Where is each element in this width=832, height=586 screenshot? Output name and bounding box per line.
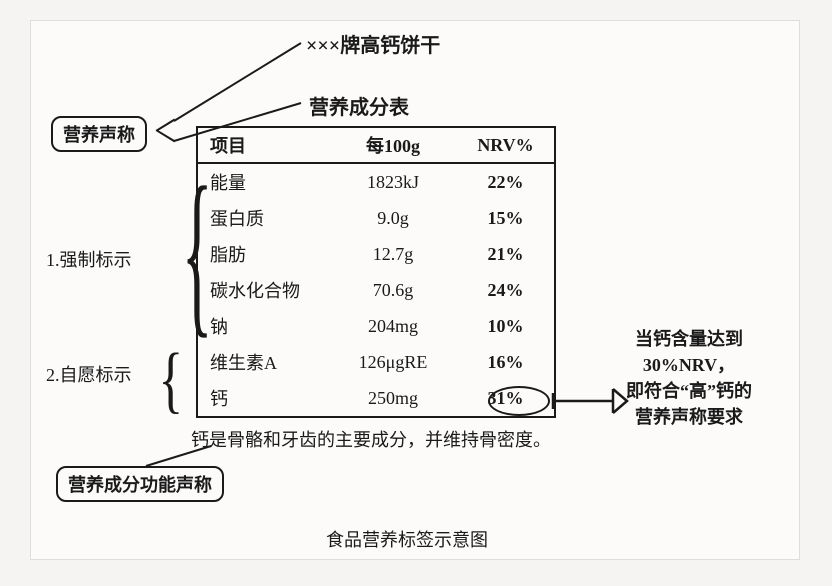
callout-nutrition-claim: 营养声称 (51, 116, 147, 152)
table-row: 碳水化合物70.6g24% (198, 272, 554, 308)
cell-value: 204mg (328, 316, 458, 337)
side-note: 当钙含量达到 30%NRV， 即符合“高”钙的 营养声称要求 (626, 326, 752, 430)
cell-name: 钙 (198, 385, 328, 411)
product-title: ×××牌高钙饼干 (306, 29, 440, 58)
brace-mandatory: { (182, 159, 213, 343)
callout-function-claim: 营养成分功能声称 (56, 466, 224, 502)
side-note-line1: 当钙含量达到 (626, 326, 752, 352)
col-header-name: 项目 (198, 132, 328, 158)
brace-voluntary: { (158, 343, 183, 417)
table-body: 能量1823kJ22%蛋白质9.0g15%脂肪12.7g21%碳水化合物70.6… (198, 164, 554, 416)
cell-nrv: 15% (458, 208, 553, 229)
table-row: 钠204mg10% (198, 308, 554, 344)
highlight-ellipse (488, 386, 550, 416)
table-row: 能量1823kJ22% (198, 164, 554, 200)
col-header-value: 每100g (328, 132, 458, 158)
cell-name: 蛋白质 (198, 205, 328, 231)
cell-name: 维生素A (198, 349, 328, 375)
side-note-line3: 即符合“高”钙的 (626, 378, 752, 404)
cell-nrv: 21% (458, 244, 553, 265)
cell-nrv: 10% (458, 316, 553, 337)
cell-value: 250mg (328, 388, 458, 409)
cell-value: 1823kJ (328, 172, 458, 193)
table-title: 营养成分表 (309, 91, 409, 120)
table-row: 蛋白质9.0g15% (198, 200, 554, 236)
side-note-line2: 30%NRV， (626, 352, 752, 378)
cell-name: 钠 (198, 313, 328, 339)
cell-nrv: 24% (458, 280, 553, 301)
side-note-line4: 营养声称要求 (626, 404, 752, 430)
table-row: 维生素A126μgRE16% (198, 344, 554, 380)
cell-value: 9.0g (328, 208, 458, 229)
brace-claim: < (154, 105, 177, 155)
table-row: 脂肪12.7g21% (198, 236, 554, 272)
cell-nrv: 22% (458, 172, 553, 193)
cell-nrv: 16% (458, 352, 553, 373)
cell-name: 脂肪 (198, 241, 328, 267)
footnote-text: 钙是骨骼和牙齿的主要成分，并维持骨密度。 (191, 426, 551, 452)
diagram-canvas: ×××牌高钙饼干 营养成分表 项目 每100g NRV% 能量1823kJ22%… (30, 20, 800, 560)
col-header-nrv: NRV% (458, 135, 553, 156)
cell-name: 碳水化合物 (198, 277, 328, 303)
label-voluntary: 2.自愿标示 (46, 361, 132, 387)
figure-caption: 食品营养标签示意图 (326, 526, 488, 552)
nutrition-table: 项目 每100g NRV% 能量1823kJ22%蛋白质9.0g15%脂肪12.… (196, 126, 556, 418)
cell-name: 能量 (198, 169, 328, 195)
table-header-row: 项目 每100g NRV% (198, 128, 554, 164)
label-mandatory: 1.强制标示 (46, 246, 132, 272)
cell-value: 126μgRE (328, 352, 458, 373)
cell-value: 70.6g (328, 280, 458, 301)
cell-value: 12.7g (328, 244, 458, 265)
